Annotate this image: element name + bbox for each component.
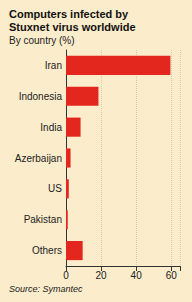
svg-text:By country (%): By country (%) <box>9 35 75 46</box>
svg-text:Computers infected by: Computers infected by <box>9 8 131 20</box>
svg-text:Source: Symantec: Source: Symantec <box>9 284 83 294</box>
svg-text:Stuxnet virus worldwide: Stuxnet virus worldwide <box>9 21 136 33</box>
svg-text:Indonesia: Indonesia <box>19 91 63 102</box>
svg-text:US: US <box>48 183 62 194</box>
svg-text:20: 20 <box>96 270 108 281</box>
svg-text:Azerbaijan: Azerbaijan <box>15 153 62 164</box>
svg-text:60: 60 <box>166 270 178 281</box>
svg-text:India: India <box>40 122 62 133</box>
svg-text:Iran: Iran <box>45 60 62 71</box>
svg-text:40: 40 <box>131 270 143 281</box>
svg-text:0: 0 <box>63 270 69 281</box>
svg-text:Pakistan: Pakistan <box>24 214 62 225</box>
svg-text:Others: Others <box>32 245 62 256</box>
